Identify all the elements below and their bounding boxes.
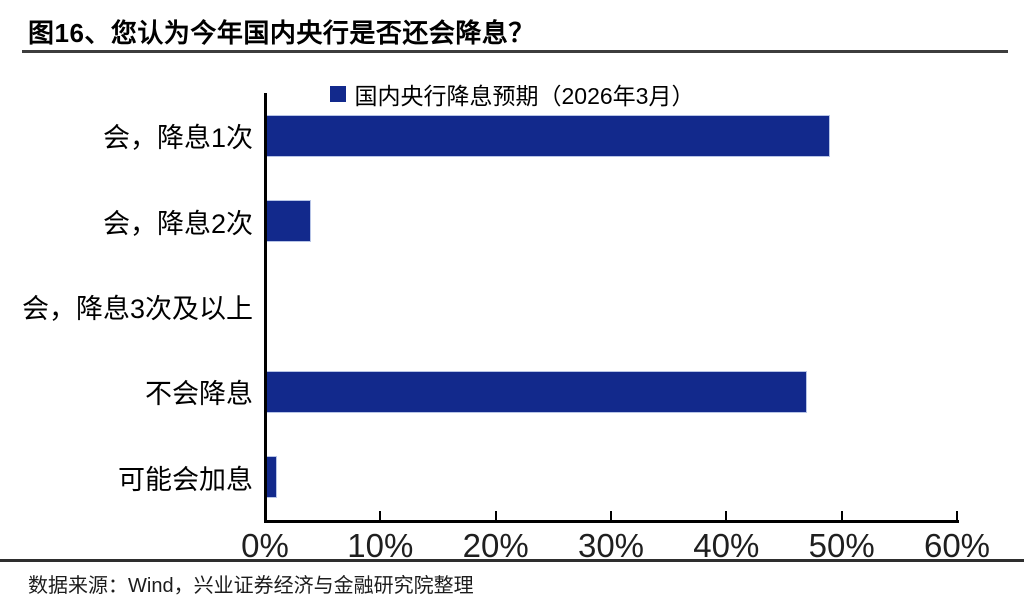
bar-track	[265, 114, 957, 157]
axis-tick-label: 10%	[347, 527, 414, 564]
source-note: 数据来源：Wind，兴业证券经济与金融研究院整理	[28, 575, 474, 597]
axis-tick	[610, 511, 612, 520]
chart-row: 可能会加息	[0, 435, 957, 520]
legend-swatch-icon	[329, 86, 346, 102]
category-label: 会，降息3次及以上	[21, 293, 253, 324]
chart-row: 会，降息1次	[0, 93, 957, 178]
axis-tick	[379, 511, 382, 520]
bar-track	[265, 370, 957, 413]
axis-tick-label: 0%	[241, 527, 289, 564]
chart-row: 不会降息	[0, 349, 957, 434]
axis-tick-label: 50%	[808, 527, 875, 564]
axis-tick	[840, 511, 843, 520]
legend-label: 国内央行降息预期（2026年3月）	[354, 83, 695, 109]
chart-row: 会，降息2次	[0, 178, 957, 263]
bars-area: 会，降息1次 会，降息2次会，降息3次及以上不会降息可能会加息	[0, 93, 957, 520]
bar-track	[265, 200, 957, 243]
footer-divider	[0, 559, 1024, 562]
axis-tick-label: 40%	[693, 527, 760, 564]
axis-tick	[264, 511, 266, 520]
axis-tick	[725, 511, 728, 520]
axis-tick	[956, 511, 958, 520]
figure-title: 图16、您认为今年国内央行是否还会降息？	[28, 18, 535, 48]
category-label: 不会降息	[145, 379, 253, 410]
axis-tick	[494, 511, 497, 520]
bar	[265, 370, 808, 413]
bar	[265, 200, 312, 243]
axis-tick-label: 20%	[462, 527, 529, 564]
category-label: 会，降息1次	[102, 123, 253, 154]
axis-tick-label: 60%	[923, 527, 991, 564]
title-divider	[22, 50, 1008, 53]
legend: 国内央行降息预期（2026年3月）	[0, 77, 1024, 111]
axis-tick-label: 30%	[577, 527, 645, 564]
category-label: 可能会加息	[118, 464, 253, 495]
bar-track	[265, 456, 957, 499]
y-axis-line	[264, 93, 267, 523]
chart-row: 会，降息3次及以上	[0, 264, 957, 349]
category-label: 会，降息2次	[102, 208, 253, 239]
x-axis-line	[264, 520, 959, 523]
bar-track	[265, 285, 957, 327]
bar	[265, 114, 831, 157]
